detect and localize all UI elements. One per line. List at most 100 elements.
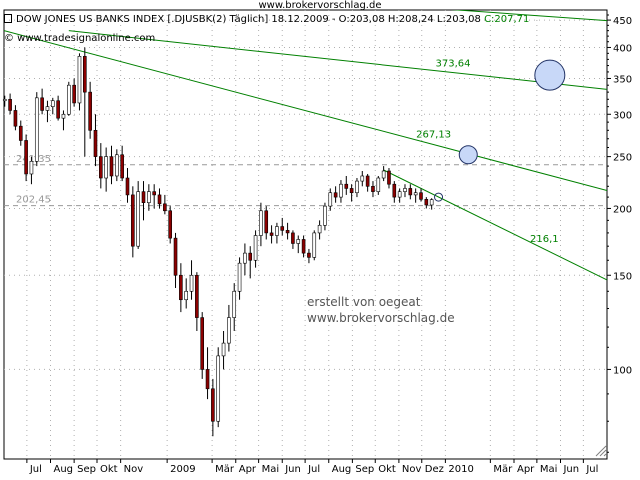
candle-body bbox=[18, 125, 23, 141]
x-tick-label: Apr bbox=[517, 464, 535, 475]
trendline-label: 216,1 bbox=[530, 234, 559, 245]
candle-body bbox=[387, 170, 391, 185]
candle-body bbox=[248, 252, 253, 261]
trendline-label: 267,13 bbox=[416, 130, 451, 141]
candle-body bbox=[45, 106, 50, 111]
candle-body bbox=[50, 100, 55, 107]
candle-body bbox=[163, 203, 167, 212]
title-close: C:207,71 bbox=[484, 14, 530, 25]
candle-body bbox=[243, 252, 247, 264]
candle-body bbox=[66, 84, 71, 115]
candles bbox=[2, 47, 434, 437]
candle-body bbox=[275, 226, 279, 236]
site-header[interactable]: www.brokervorschlag.de bbox=[258, 0, 382, 11]
x-tick-label: Aug bbox=[54, 464, 74, 475]
x-tick-label: 2009 bbox=[170, 464, 195, 475]
candle-body bbox=[72, 84, 76, 104]
candle-body bbox=[403, 188, 407, 192]
candle-body bbox=[109, 156, 114, 177]
candle-body bbox=[264, 210, 269, 234]
candle-body bbox=[34, 97, 39, 162]
candle-body bbox=[205, 369, 210, 390]
candle-body bbox=[392, 183, 397, 198]
candle-body bbox=[253, 235, 258, 261]
candle-body bbox=[61, 113, 66, 119]
candle-body bbox=[312, 232, 317, 258]
candle-body bbox=[211, 388, 215, 422]
candle-body bbox=[376, 177, 381, 192]
x-tick-label: Sep bbox=[355, 464, 374, 475]
x-tick-label: Nov bbox=[124, 464, 144, 475]
x-tick-label: Mär bbox=[215, 464, 235, 475]
x-tick-label: Jun bbox=[562, 464, 579, 475]
marker-circle bbox=[458, 145, 478, 165]
candle-body bbox=[360, 175, 365, 182]
source-credit[interactable]: © www.tradesignalonline.com bbox=[4, 33, 156, 44]
candle-body bbox=[216, 355, 221, 422]
candle-body bbox=[323, 205, 327, 226]
candle-body bbox=[307, 252, 311, 258]
chart-title: DOW JONES US BANKS INDEX [.DJUSBK(2) Täg… bbox=[4, 14, 529, 26]
x-tick-label: Jul bbox=[307, 464, 320, 475]
candle-body bbox=[339, 183, 343, 198]
candle-body bbox=[195, 274, 199, 318]
candle-body bbox=[168, 210, 172, 239]
level-label: 241,35 bbox=[16, 154, 51, 165]
candle-body bbox=[328, 192, 333, 207]
candle-body bbox=[152, 191, 156, 196]
candle-body bbox=[429, 199, 434, 206]
candle-body bbox=[104, 156, 108, 179]
watermark-line-1: erstellt von oegeat bbox=[307, 295, 421, 309]
candle-body bbox=[120, 154, 124, 179]
candle-body bbox=[221, 342, 226, 357]
window-box-icon[interactable] bbox=[4, 14, 12, 23]
candle-body bbox=[333, 192, 338, 198]
trendline bbox=[4, 30, 607, 192]
candle-body bbox=[173, 237, 178, 276]
candle-body bbox=[269, 232, 274, 236]
title-prefix: DOW JONES US BANKS INDEX [.DJUSBK(2) Täg… bbox=[16, 14, 481, 25]
circles bbox=[434, 59, 566, 202]
trendline-label: 373,64 bbox=[436, 59, 471, 70]
x-tick-label: Jul bbox=[29, 464, 42, 475]
candle-body bbox=[99, 156, 103, 179]
y-tick-label: 250 bbox=[613, 153, 632, 164]
candle-body bbox=[285, 230, 290, 234]
y-tick-label: 200 bbox=[613, 204, 632, 215]
watermark-line-2: www.brokervorschlag.de bbox=[307, 311, 455, 325]
candle-body bbox=[115, 154, 119, 177]
candle-body bbox=[419, 192, 423, 200]
candle-body bbox=[381, 170, 386, 179]
x-tick-label: Jun bbox=[284, 464, 301, 475]
marker-circle bbox=[534, 59, 566, 91]
candle-body bbox=[397, 191, 402, 198]
candle-body bbox=[125, 177, 130, 196]
candle-body bbox=[227, 317, 231, 344]
x-tick-label: Mär bbox=[493, 464, 513, 475]
candle-body bbox=[344, 183, 349, 189]
candle-body bbox=[93, 129, 98, 157]
candle-body bbox=[349, 188, 354, 194]
x-tick-label: Mai bbox=[540, 464, 558, 475]
x-tick-label: Sep bbox=[77, 464, 96, 475]
candle-body bbox=[259, 210, 263, 236]
x-axis: Jul Aug Sep Okt Nov 2009 Mär Apr Mai Jun Jul Aug Sep… bbox=[26, 459, 598, 475]
marker-circle bbox=[434, 192, 444, 202]
candle-body bbox=[371, 186, 375, 192]
candle-body bbox=[301, 239, 306, 254]
plot-frame bbox=[3, 9, 608, 460]
candle-body bbox=[56, 100, 60, 119]
candle-body bbox=[13, 110, 18, 127]
y-tick-label: 450 bbox=[613, 16, 632, 27]
candle-body bbox=[317, 224, 322, 234]
x-tick-label: Apr bbox=[239, 464, 257, 475]
x-tick-label: Mai bbox=[262, 464, 280, 475]
candle-body bbox=[88, 91, 92, 131]
y-tick-label: 350 bbox=[613, 74, 632, 85]
candle-body bbox=[408, 188, 413, 196]
x-tick-label: Okt bbox=[378, 464, 396, 475]
candle-body bbox=[2, 98, 7, 102]
candle-body bbox=[141, 191, 146, 204]
resize-grip-icon[interactable] bbox=[595, 445, 607, 457]
y-tick-label: 150 bbox=[613, 271, 632, 282]
